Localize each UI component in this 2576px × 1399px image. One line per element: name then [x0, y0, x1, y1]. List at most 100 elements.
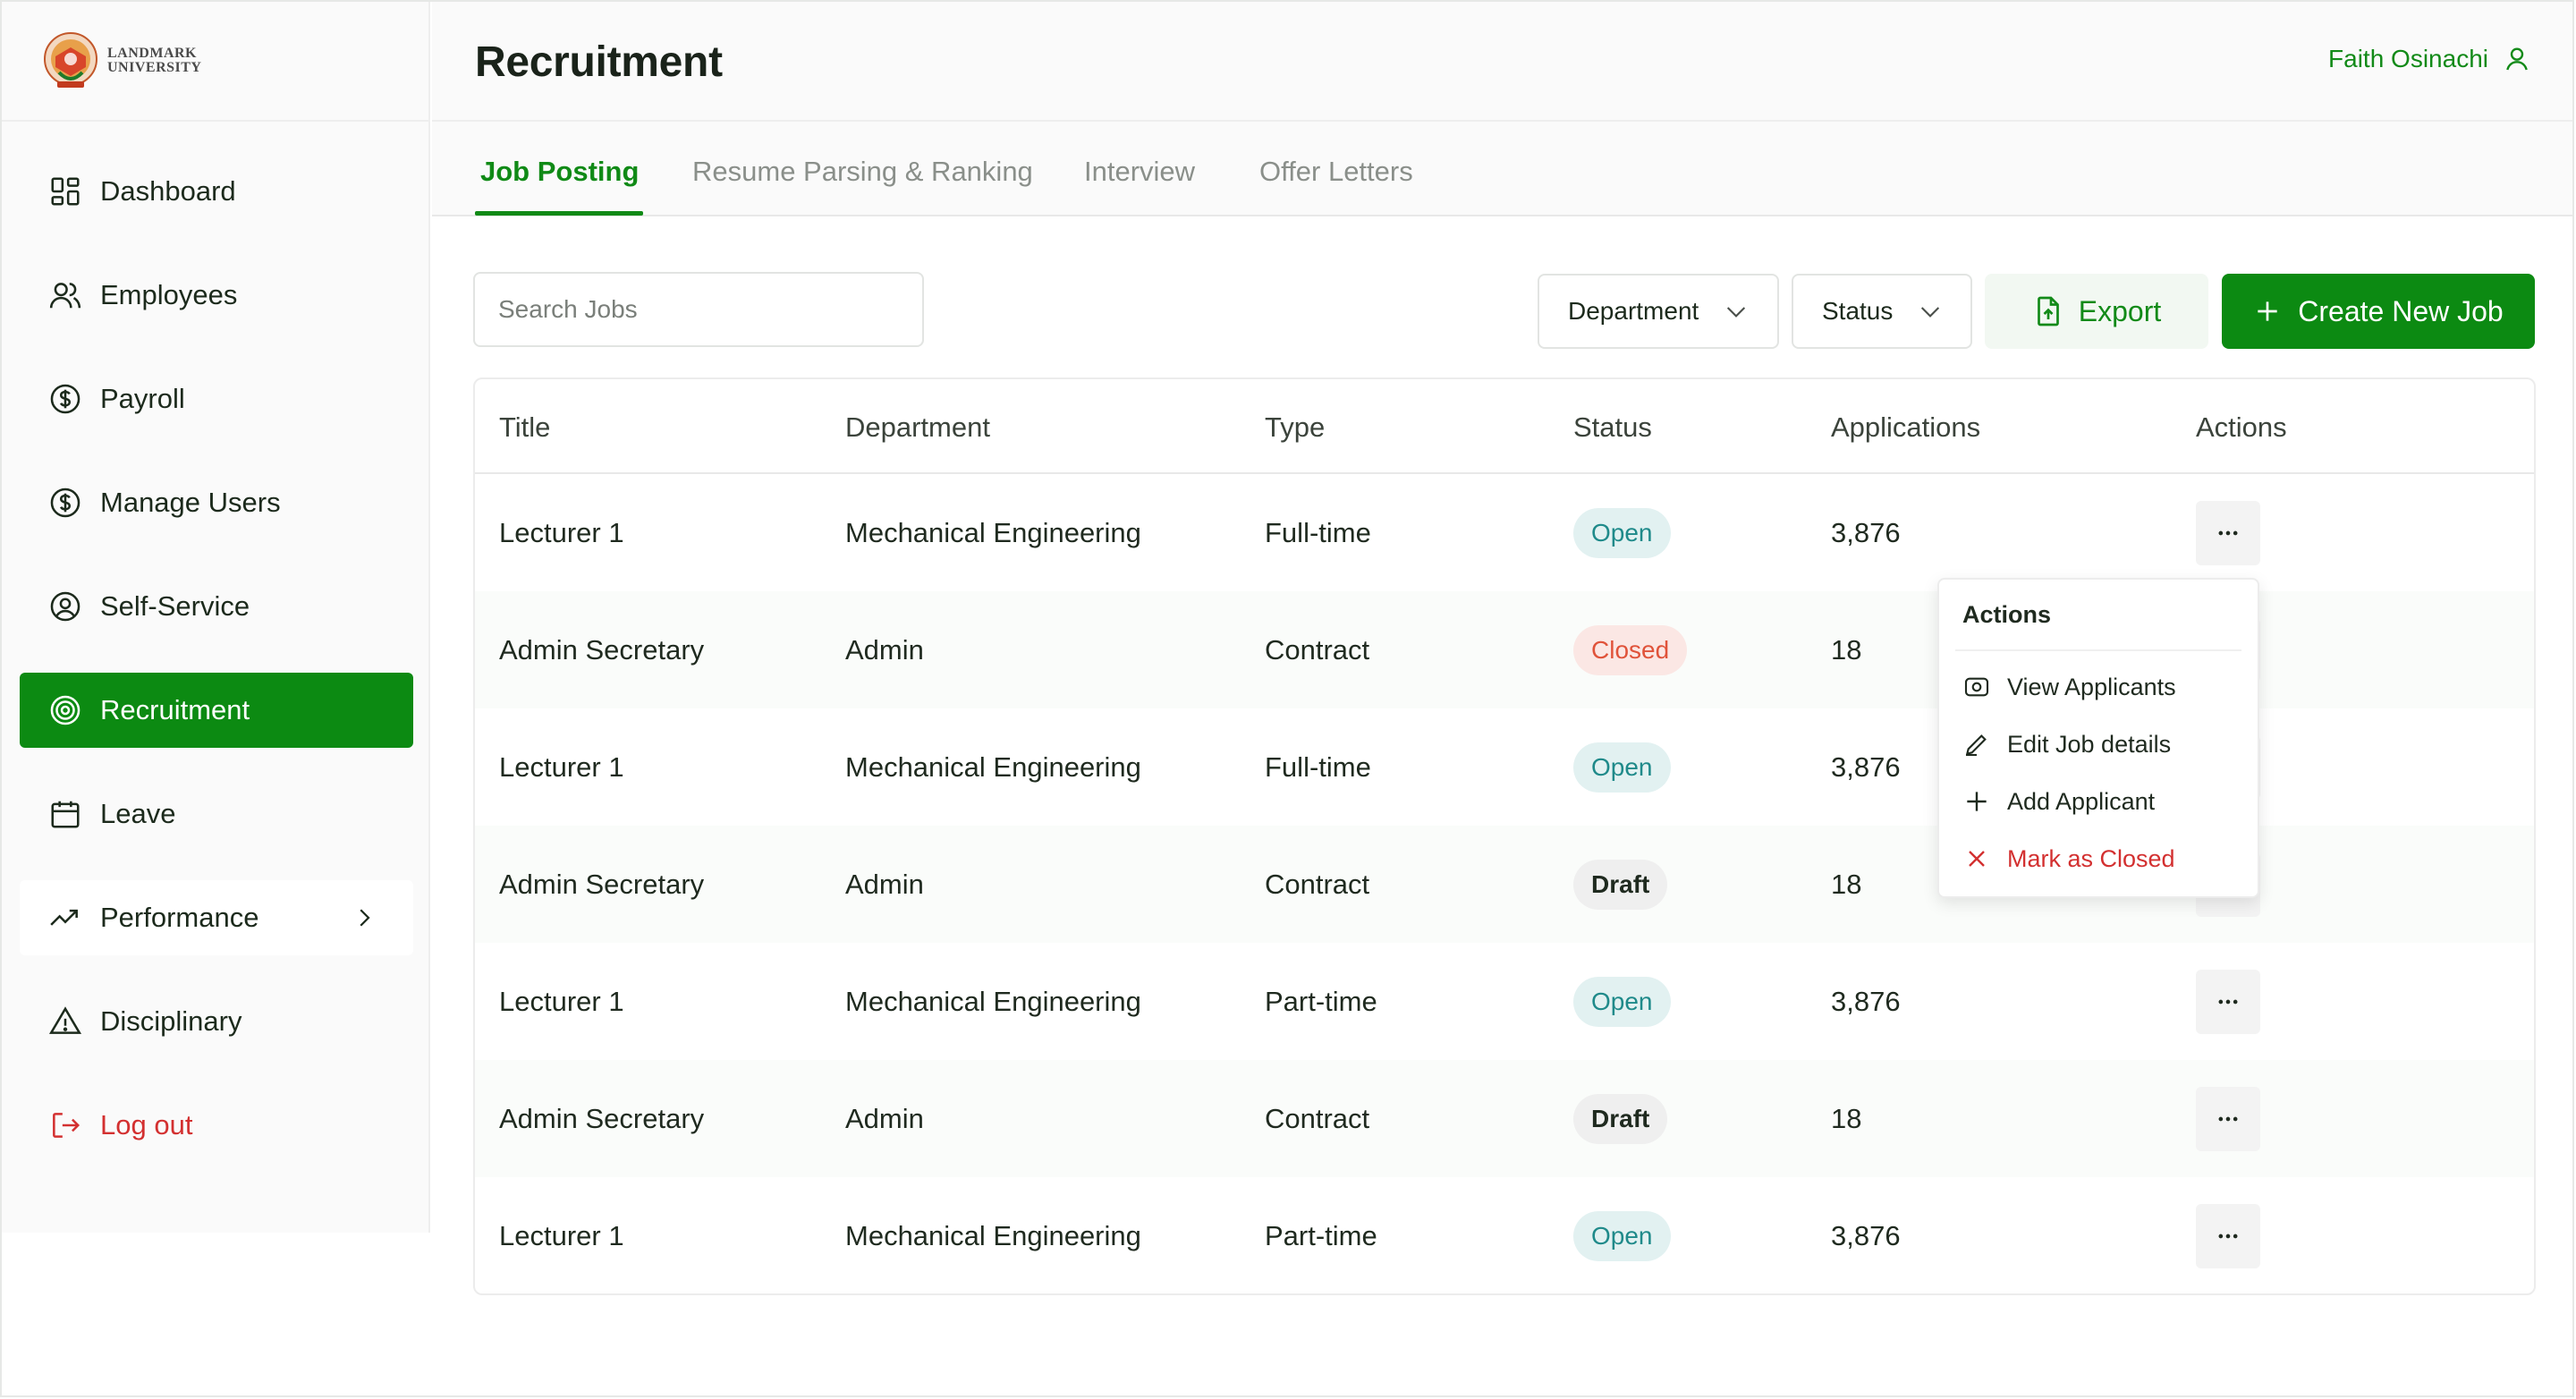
- users-icon: [49, 283, 81, 309]
- cell-department: Admin: [845, 633, 924, 666]
- cell-title: Admin Secretary: [499, 868, 705, 900]
- actions-menu: Actions View Applicants Edit Job details…: [1937, 578, 2259, 898]
- more-horizontal-icon: [2218, 999, 2238, 1004]
- sidebar-item-recruitment[interactable]: Recruitment: [20, 673, 413, 748]
- sidebar-item-payroll[interactable]: Payroll: [20, 361, 413, 437]
- logo-line-1: LANDMARK: [107, 46, 197, 61]
- chevron-down-icon: [1727, 307, 1746, 318]
- cell-applications: 3,876: [1831, 1219, 1901, 1251]
- sidebar-item-performance[interactable]: Performance: [20, 880, 413, 955]
- table-row: Lecturer 1 Mechanical Engineering Full-tim…: [475, 474, 2534, 591]
- tab-job-posting[interactable]: Job Posting: [480, 156, 640, 187]
- sidebar-item-manage-users[interactable]: Manage Users: [20, 465, 413, 540]
- column-header-type: Type: [1265, 411, 1326, 443]
- sidebar-item-label: Leave: [100, 798, 176, 829]
- column-header-title: Title: [499, 411, 551, 443]
- calendar-icon: [51, 801, 80, 828]
- column-header-applications: Applications: [1831, 411, 1981, 443]
- row-actions-button[interactable]: [2196, 1203, 2260, 1268]
- menu-item-view-applicants[interactable]: View Applicants: [1962, 673, 2176, 701]
- cell-title: Lecturer 1: [499, 750, 624, 783]
- cell-title: Admin Secretary: [499, 1102, 705, 1134]
- file-upload-icon: [2037, 296, 2059, 326]
- cell-type: Contract: [1265, 868, 1370, 900]
- active-tab-indicator: [475, 211, 643, 216]
- menu-item-edit-job[interactable]: Edit Job details: [1962, 730, 2171, 759]
- divider: [1955, 649, 2241, 651]
- menu-item-label: Mark as Closed: [2007, 844, 2175, 872]
- tab-interview[interactable]: Interview: [1084, 156, 1196, 187]
- menu-item-label: Edit Job details: [2007, 730, 2172, 758]
- cell-applications: 18: [1831, 633, 1862, 666]
- close-icon: [1969, 851, 1985, 867]
- user-menu[interactable]: Faith Osinachi: [2328, 45, 2531, 73]
- chevron-right-icon: [360, 909, 370, 927]
- create-new-job-button[interactable]: Create New Job: [2222, 274, 2535, 349]
- status-badge: Open: [1573, 507, 1671, 558]
- status-filter-label: Status: [1822, 297, 1894, 325]
- create-label: Create New Job: [2298, 294, 2504, 327]
- cell-department: Admin: [845, 1102, 924, 1134]
- tab-offer-letters[interactable]: Offer Letters: [1259, 156, 1413, 187]
- sidebar-item-logout[interactable]: Log out: [20, 1088, 413, 1163]
- status-filter[interactable]: Status: [1792, 274, 1972, 349]
- more-horizontal-icon: [2218, 1116, 2238, 1121]
- university-seal-icon: [44, 32, 97, 88]
- chevron-down-icon: [1921, 307, 1940, 318]
- sidebar-item-label: Payroll: [100, 383, 185, 414]
- status-badge: Closed: [1573, 624, 1688, 675]
- user-name: Faith Osinachi: [2328, 45, 2488, 72]
- logo-text: LANDMARK UNIVERSITY: [107, 47, 201, 75]
- actions-menu-title: Actions: [1962, 601, 2052, 628]
- sidebar-item-self-service[interactable]: Self-Service: [20, 569, 413, 644]
- cell-department: Mechanical Engineering: [845, 750, 1141, 783]
- dashboard-icon: [51, 177, 80, 206]
- search-input[interactable]: [473, 272, 924, 347]
- sidebar-item-dashboard[interactable]: Dashboard: [20, 154, 413, 229]
- cell-applications: 18: [1831, 1102, 1862, 1134]
- more-horizontal-icon: [2218, 530, 2238, 535]
- cell-type: Part-time: [1265, 1219, 1377, 1251]
- cell-type: Part-time: [1265, 985, 1377, 1017]
- sidebar-item-disciplinary[interactable]: Disciplinary: [20, 984, 413, 1059]
- trending-up-icon: [50, 909, 78, 926]
- tab-bar: Job Posting Resume Parsing & Ranking Int…: [432, 122, 2572, 216]
- cell-department: Mechanical Engineering: [845, 1219, 1141, 1251]
- department-filter[interactable]: Department: [1538, 274, 1779, 349]
- cell-title: Lecturer 1: [499, 1219, 624, 1251]
- sidebar-item-label: Dashboard: [100, 175, 236, 207]
- row-actions-button[interactable]: [2196, 969, 2260, 1034]
- user-circle-icon: [50, 591, 80, 622]
- logout-icon: [53, 1113, 80, 1138]
- cell-title: Admin Secretary: [499, 633, 705, 666]
- more-horizontal-icon: [2218, 1234, 2238, 1238]
- cell-type: Full-time: [1265, 516, 1371, 548]
- cell-department: Mechanical Engineering: [845, 985, 1141, 1017]
- table-row: Lecturer 1 Mechanical Engineering Part-tim…: [475, 1177, 2534, 1293]
- tab-resume-parsing[interactable]: Resume Parsing & Ranking: [692, 156, 1033, 187]
- export-button[interactable]: Export: [1985, 274, 2208, 349]
- sidebar-item-label: Manage Users: [100, 487, 281, 518]
- warning-icon: [48, 1006, 82, 1034]
- sidebar-item-label: Disciplinary: [100, 1005, 242, 1037]
- cell-type: Contract: [1265, 633, 1370, 666]
- sidebar-item-employees[interactable]: Employees: [20, 258, 413, 333]
- sidebar-item-leave[interactable]: Leave: [20, 776, 413, 852]
- cell-department: Admin: [845, 868, 924, 900]
- row-actions-button[interactable]: [2196, 500, 2260, 565]
- eye-icon: [1964, 677, 1989, 697]
- cell-applications: 3,876: [1831, 985, 1901, 1017]
- table-row: Admin Secretary Admin Contract 18 Draft: [475, 1060, 2534, 1177]
- cell-applications: 3,876: [1831, 750, 1901, 783]
- row-actions-button[interactable]: [2196, 1086, 2260, 1151]
- export-label: Export: [2078, 294, 2162, 327]
- menu-item-mark-closed[interactable]: Mark as Closed: [1962, 844, 2175, 873]
- menu-item-add-applicant[interactable]: Add Applicant: [1962, 787, 2155, 816]
- department-filter-label: Department: [1568, 297, 1699, 325]
- cell-applications: 18: [1831, 868, 1862, 900]
- plus-icon: [2258, 301, 2277, 321]
- cell-title: Lecturer 1: [499, 516, 624, 548]
- cell-department: Mechanical Engineering: [845, 516, 1141, 548]
- logo-line-2: UNIVERSITY: [107, 60, 202, 75]
